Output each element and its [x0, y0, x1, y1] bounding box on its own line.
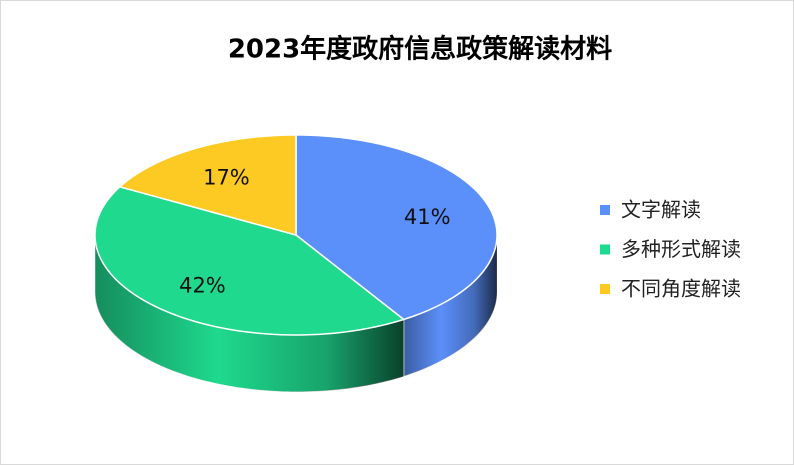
slice: [295, 134, 498, 321]
legend-swatch: [600, 284, 610, 294]
slice: [118, 134, 297, 236]
slice-side-shade: [403, 235, 497, 377]
slice-side-shade: [95, 235, 404, 392]
data-label: 17%: [203, 165, 250, 189]
legend-swatch: [600, 205, 610, 215]
data-label: 41%: [404, 205, 451, 229]
legend-label: 不同角度解读: [621, 277, 741, 301]
chart-title: 2023年度政府信息政策解读材料: [228, 34, 612, 65]
legend-label: 文字解读: [621, 198, 701, 222]
legend-swatch: [600, 244, 610, 255]
slice: [94, 185, 406, 336]
legend-label: 多种形式解读: [621, 237, 741, 261]
data-label: 42%: [179, 274, 226, 298]
